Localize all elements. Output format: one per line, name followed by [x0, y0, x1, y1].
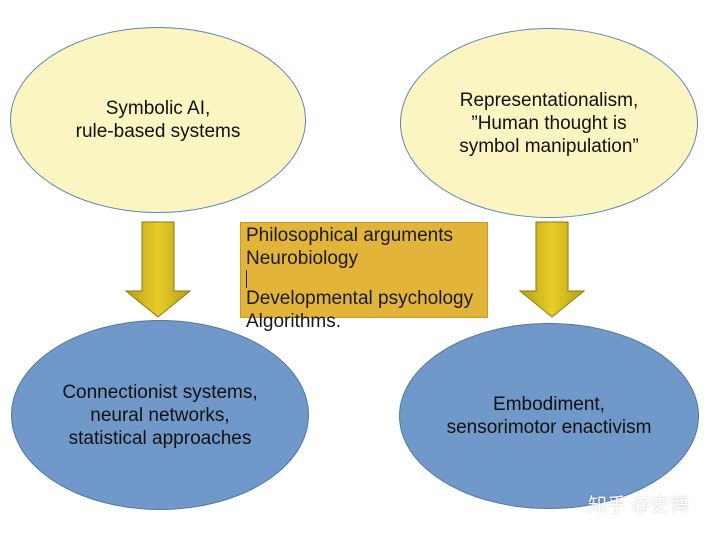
text-cursor [246, 270, 247, 288]
symbolic-ai-node: Symbolic AI, rule-based systems [10, 27, 306, 213]
node-text-line: sensorimotor enactivism [446, 417, 652, 438]
influence-item-row: Neurobiology [246, 247, 487, 288]
node-text-line: Symbolic AI, [105, 98, 211, 119]
connectionist-node: Connectionist systems, neural networks, … [11, 320, 309, 510]
node-text-line: rule-based systems [75, 121, 241, 142]
down-arrow-icon [518, 221, 586, 318]
node-text-line: symbol manipulation” [459, 135, 639, 157]
down-arrow-icon [124, 221, 192, 318]
embodiment-node: Embodiment, sensorimotor enactivism [399, 323, 699, 509]
influences-box: Philosophical arguments Neurobiology Dev… [240, 222, 488, 332]
node-text-line: statistical approaches [68, 427, 252, 449]
node-text-line: ”Human thought is [471, 112, 627, 134]
node-text-line: Representationalism, [459, 89, 639, 111]
node-text-line: neural networks, [90, 404, 230, 426]
node-text-line: Connectionist systems, [62, 381, 258, 403]
influence-item: Algorithms. [246, 310, 342, 332]
representationalism-node: Representationalism, ”Human thought is s… [400, 28, 698, 218]
watermark: 知乎 @史博 [588, 495, 689, 516]
influence-item: Philosophical arguments [246, 225, 454, 246]
influence-item: Neurobiology [246, 247, 358, 269]
node-text-line: Embodiment, [493, 394, 605, 415]
influence-item: Developmental psychology [246, 288, 474, 309]
